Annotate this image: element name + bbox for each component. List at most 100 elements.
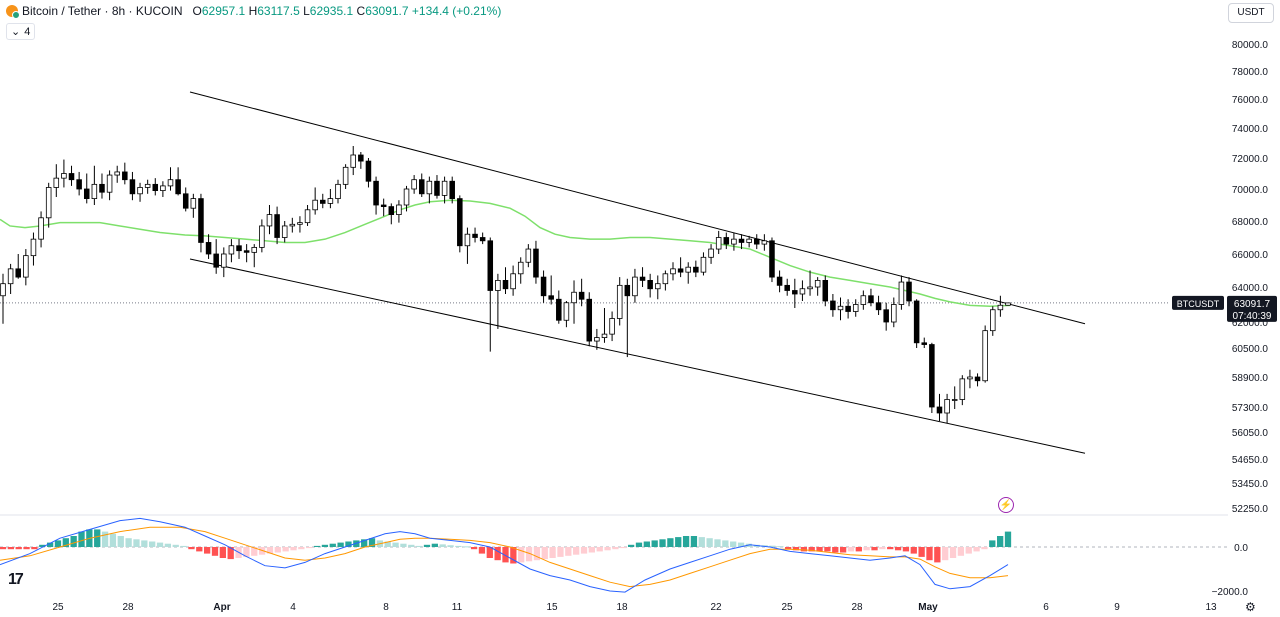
candle [670, 262, 676, 281]
indicator-toggle[interactable]: ⌄ 4 [6, 23, 36, 40]
candle-body [556, 298, 562, 321]
symbol-label-bg [1172, 295, 1224, 310]
macd-histogram-bar [847, 547, 855, 552]
x-tick-label: 18 [616, 602, 628, 613]
macd-histogram-bar [839, 547, 847, 553]
candle [913, 299, 920, 348]
candle [122, 162, 128, 185]
macd-histogram-bar [0, 547, 7, 550]
candle [129, 171, 136, 201]
candle [723, 232, 730, 250]
candle-body [281, 225, 288, 238]
candle [624, 278, 631, 358]
candle [693, 260, 699, 278]
macd-histogram-bar [643, 541, 650, 547]
lightning-icon[interactable]: ⚡ [998, 497, 1014, 513]
macd-histogram-bar [502, 547, 509, 563]
macd-histogram-bar [94, 529, 101, 547]
candle [525, 244, 532, 268]
candle-body [875, 302, 882, 311]
candle-body [365, 160, 372, 182]
candle-body [327, 198, 334, 204]
macd-histogram-bar [15, 547, 22, 550]
macd-histogram-bar [54, 540, 62, 547]
candle [457, 195, 463, 253]
candle [30, 232, 37, 266]
candle [449, 176, 455, 204]
chart-header: Bitcoin / Tether · 8h · KUCOIN O62957.1 … [6, 4, 502, 19]
macd-histogram-bar [800, 547, 807, 552]
macd-histogram-bar [816, 547, 823, 552]
candle-body [380, 204, 387, 207]
macd-histogram-bar [682, 536, 690, 547]
candle-body [822, 279, 829, 302]
macd-y-tick-label: 0.0 [1234, 543, 1248, 554]
candle [799, 280, 806, 301]
candle-body [205, 242, 212, 255]
candle-body [228, 245, 235, 255]
candle [91, 165, 98, 205]
candle-body [418, 179, 425, 195]
candle [974, 373, 981, 387]
currency-button[interactable]: USDT [1228, 3, 1274, 23]
y-tick-label: 54650.0 [1232, 455, 1269, 466]
macd-histogram-bar [957, 547, 965, 556]
candle-body [83, 188, 90, 199]
macd-histogram-bar [541, 547, 548, 560]
candle [609, 311, 615, 342]
y-tick-label: 80000.0 [1232, 40, 1269, 51]
candle-body [670, 268, 676, 275]
candle-body [906, 281, 912, 302]
settings-icon[interactable]: ⚙ [1245, 600, 1256, 614]
macd-histogram-bar [337, 542, 344, 547]
ohlc-readout: O62957.1 H63117.5 L62935.1 C63091.7 +134… [192, 4, 502, 18]
macd-histogram-bar [211, 547, 219, 556]
macd-signal-line [0, 526, 1009, 588]
macd-histogram-bar [298, 547, 305, 550]
candle-body [715, 237, 722, 250]
macd-histogram-bar [361, 539, 368, 547]
macd-histogram-bar [730, 541, 737, 547]
candle-body [152, 183, 159, 192]
macd-histogram-bar [832, 547, 839, 553]
macd-histogram-bar [918, 547, 925, 557]
candle [556, 290, 562, 324]
candle-body [403, 188, 410, 206]
candle-body [814, 279, 821, 288]
candle-body [0, 283, 6, 297]
macd-histogram-bar [117, 536, 124, 547]
candle [647, 273, 653, 298]
candle-body [685, 266, 691, 273]
macd-histogram-bar [329, 543, 336, 547]
candle [190, 193, 197, 218]
candle [563, 301, 570, 328]
candle-body [76, 179, 82, 190]
y-tick-label: 57300.0 [1232, 403, 1269, 414]
candle [898, 275, 905, 310]
y-tick-label: 76000.0 [1232, 95, 1269, 106]
macd-histogram-bar [70, 536, 77, 547]
candle [662, 270, 669, 291]
symbol-title[interactable]: Bitcoin / Tether · 8h · KUCOIN [22, 4, 183, 18]
macd-histogram-bar [510, 547, 517, 564]
candle [533, 240, 539, 284]
candle-body [990, 309, 996, 332]
candle-body [997, 304, 1004, 311]
tradingview-logo[interactable]: 17 [8, 571, 24, 588]
x-tick-label: 25 [781, 602, 793, 613]
candle-body [190, 198, 197, 209]
candle-body [799, 288, 806, 295]
candle [213, 239, 219, 274]
macd-histogram-bar [400, 543, 407, 547]
macd-histogram-bar [824, 547, 831, 552]
macd-histogram-bar [863, 547, 870, 551]
candle [137, 182, 143, 202]
macd-histogram-bar [227, 547, 234, 560]
candle [144, 179, 151, 194]
candle-body [891, 304, 897, 323]
open-value: 62957.1 [201, 4, 246, 18]
macd-histogram-bar [667, 538, 674, 547]
candle-body [342, 166, 349, 185]
candle [616, 277, 623, 326]
